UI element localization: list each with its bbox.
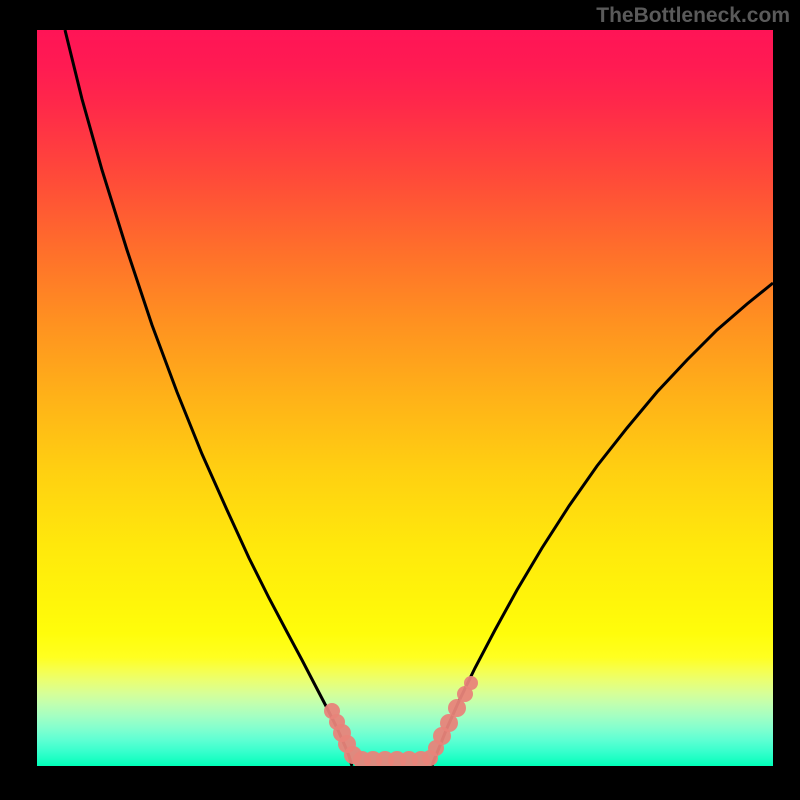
curves-layer bbox=[37, 30, 773, 766]
overlay-blobs bbox=[324, 676, 478, 766]
left-curve bbox=[65, 30, 352, 766]
canvas: TheBottleneck.com bbox=[0, 0, 800, 800]
right-curve bbox=[432, 283, 773, 766]
watermark-text: TheBottleneck.com bbox=[596, 4, 790, 28]
plot-area bbox=[37, 30, 773, 766]
blob-marker bbox=[464, 676, 478, 690]
